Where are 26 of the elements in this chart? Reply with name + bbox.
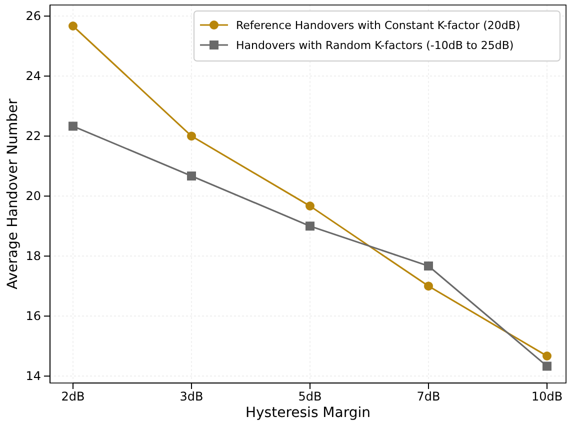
point (68, 22, 78, 30)
point (306, 222, 314, 231)
point (306, 202, 314, 210)
x-tick-label: 10dB (531, 390, 563, 404)
y-tick-label: 14 (26, 368, 41, 383)
legend-label: Handovers with Random K-factors (-10dB to 25dB) (236, 39, 514, 52)
x-tick-label: 3dB (180, 390, 204, 404)
x-axis-title: Hysteresis Margin (245, 405, 371, 421)
x-tick-label: 7dB (416, 390, 440, 404)
x-tick-label: 5dB (298, 390, 322, 404)
y-tick-label: 16 (26, 308, 41, 323)
point (187, 132, 196, 141)
y-tick-label: 24 (26, 68, 41, 83)
y-axis-title: Average Handover Number (5, 98, 21, 290)
y-tick-label: 26 (26, 8, 41, 23)
point (542, 362, 552, 371)
point (424, 262, 433, 270)
point (68, 122, 78, 131)
x-tick-label: 2dB (61, 390, 85, 404)
point (187, 172, 196, 180)
point (424, 282, 433, 291)
y-tick-label: 22 (26, 128, 41, 143)
point (542, 352, 552, 360)
y-tick-label: 18 (26, 248, 41, 263)
legend-label: Reference Handovers with Constant K-factor (20dB) (236, 19, 520, 32)
y-tick-label: 20 (26, 188, 41, 203)
